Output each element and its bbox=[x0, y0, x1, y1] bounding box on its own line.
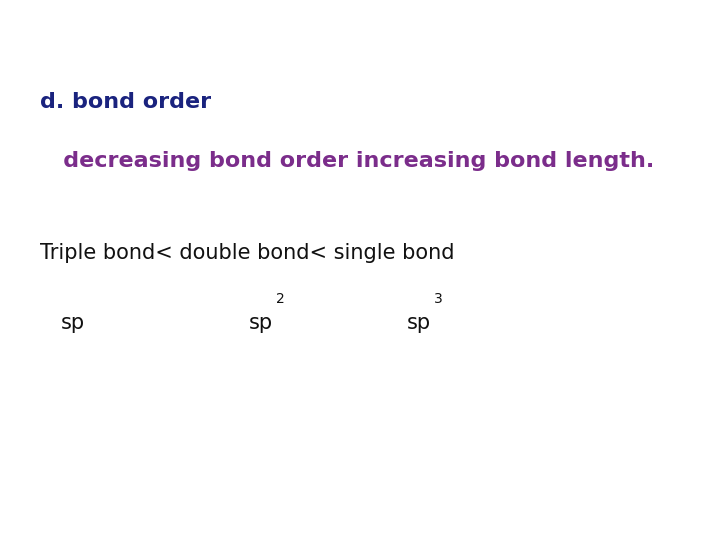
Text: decreasing bond order increasing bond length.: decreasing bond order increasing bond le… bbox=[40, 151, 654, 171]
Text: 3: 3 bbox=[434, 292, 443, 306]
Text: 2: 2 bbox=[276, 292, 284, 306]
Text: d. bond order: d. bond order bbox=[40, 92, 211, 112]
Text: sp: sp bbox=[248, 313, 273, 333]
Text: sp: sp bbox=[61, 313, 86, 333]
Text: Triple bond< double bond< single bond: Triple bond< double bond< single bond bbox=[40, 243, 454, 263]
Text: sp: sp bbox=[407, 313, 431, 333]
